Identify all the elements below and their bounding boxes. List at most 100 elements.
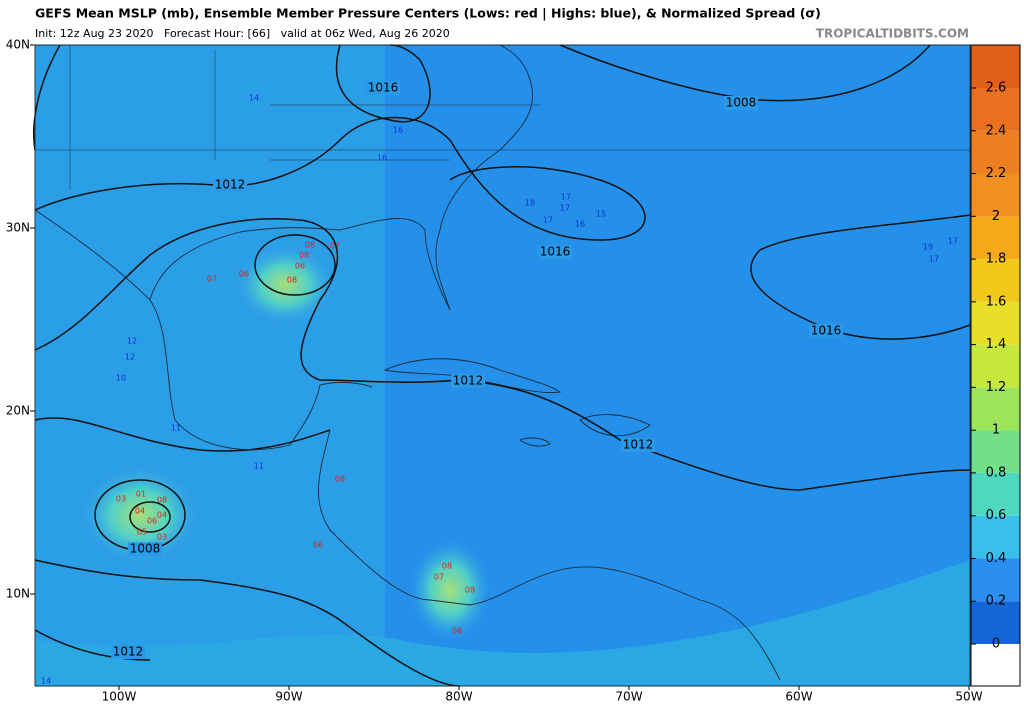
island bbox=[383, 358, 651, 447]
high-center: 14 bbox=[41, 677, 51, 686]
spread-maximum bbox=[80, 465, 200, 565]
low-center: 08 bbox=[299, 251, 309, 260]
low-center: 06 bbox=[239, 270, 249, 279]
colorbar-bin bbox=[971, 387, 1020, 431]
low-center: 06 bbox=[295, 262, 305, 271]
high-center: 19 bbox=[923, 243, 933, 252]
colorbar-tick-label: 0 bbox=[992, 637, 1000, 652]
colorbar-bin bbox=[971, 601, 1020, 644]
border bbox=[35, 45, 970, 190]
isobar-label-bg bbox=[621, 438, 655, 452]
low-center: 04 bbox=[135, 507, 145, 516]
title: GEFS Mean MSLP (mb), Ensemble Member Pre… bbox=[35, 6, 821, 21]
high-center: 11 bbox=[171, 424, 181, 433]
colorbar-tick-label: 1.4 bbox=[986, 337, 1007, 352]
colorbar-tick-label: 0.4 bbox=[986, 551, 1007, 566]
low-center: 08 bbox=[442, 562, 452, 571]
colorbar-bin bbox=[971, 644, 1020, 686]
high-center: 16 bbox=[377, 154, 387, 163]
low-center: 03 bbox=[116, 495, 126, 504]
isobar-label: 1016 bbox=[540, 245, 571, 259]
lon-label: 50W bbox=[955, 690, 982, 704]
isobar-label: 1012 bbox=[623, 438, 654, 452]
high-center: 16 bbox=[393, 126, 403, 135]
colorbar-tick-label: 2.4 bbox=[986, 123, 1007, 138]
high-center: 15 bbox=[596, 210, 606, 219]
colorbar-tick-label: 2 bbox=[992, 209, 1000, 224]
low-center: 08 bbox=[305, 241, 315, 250]
colorbar-bin bbox=[971, 344, 1020, 388]
spread-field bbox=[35, 45, 385, 686]
colorbar-bin bbox=[971, 430, 1020, 473]
high-center: 12 bbox=[125, 353, 135, 362]
low-center: 05 bbox=[137, 528, 147, 537]
high-center: 17 bbox=[948, 237, 958, 246]
low-center: 03 bbox=[157, 533, 167, 542]
low-center: 08 bbox=[157, 496, 167, 505]
colorbar-tick-label: 0.8 bbox=[986, 465, 1007, 480]
low-center: 08 bbox=[335, 475, 345, 484]
lon-label: 80W bbox=[445, 690, 472, 704]
source: TROPICALTIDBITS.COM bbox=[816, 27, 969, 41]
lon-label: 60W bbox=[785, 690, 812, 704]
lon-label: 100W bbox=[102, 690, 137, 704]
low-center: 04 bbox=[157, 511, 167, 520]
colorbar-bin bbox=[971, 558, 1020, 602]
isobar-label-bg bbox=[538, 245, 572, 259]
spread-maximum bbox=[410, 540, 490, 640]
high-center: 11 bbox=[254, 462, 264, 471]
colorbar-bin bbox=[971, 173, 1020, 217]
low-center: 06 bbox=[313, 541, 323, 550]
low-center: 07 bbox=[330, 242, 340, 251]
isobar-label-bg bbox=[451, 374, 485, 388]
spread-field bbox=[35, 560, 970, 686]
colorbar-tick-label: 2.6 bbox=[986, 81, 1007, 96]
low-center: 07 bbox=[434, 573, 444, 582]
colorbar-frame bbox=[970, 44, 1021, 687]
colorbar-tick-label: 1.6 bbox=[986, 294, 1007, 309]
high-center: 10 bbox=[116, 374, 126, 383]
low-center: 01 bbox=[136, 490, 146, 499]
colorbar-bin bbox=[971, 301, 1020, 345]
colorbar-tick-label: 1 bbox=[992, 423, 1000, 438]
isobar-label-bg bbox=[809, 324, 843, 338]
high-center: 17 bbox=[561, 193, 571, 202]
high-center: 12 bbox=[127, 337, 137, 346]
lat-label: 40N bbox=[6, 38, 30, 52]
colorbar: 0 0.2 0.4 0.6 0.8 1 1.2 1.4 1.6 1.8 2 2.2 2.4 2.6 bbox=[970, 44, 1021, 687]
colorbar-tick-label: 0.2 bbox=[986, 594, 1007, 609]
colorbar-bin bbox=[971, 216, 1020, 260]
isobar-label: 1016 bbox=[368, 81, 399, 95]
colorbar-tick-label: 1.2 bbox=[986, 380, 1007, 395]
high-center: 17 bbox=[560, 204, 570, 213]
lon-label: 70W bbox=[615, 690, 642, 704]
high-center: 18 bbox=[525, 199, 535, 208]
isobar-label: 1008 bbox=[130, 542, 161, 556]
low-center: 08 bbox=[465, 586, 475, 595]
isobar-label-bg bbox=[366, 81, 400, 95]
isobar-label-bg bbox=[213, 178, 247, 192]
isobar-label: 1012 bbox=[215, 178, 246, 192]
map-area bbox=[32, 44, 971, 687]
colorbar-bin bbox=[971, 88, 1020, 131]
low-center: 08 bbox=[287, 276, 297, 285]
isobar-label-bg bbox=[724, 96, 758, 110]
high-center: 14 bbox=[249, 94, 259, 103]
isobar-label: 1012 bbox=[453, 374, 484, 388]
subtitle: Init: 12z Aug 23 2020 Forecast Hour: [66… bbox=[35, 27, 450, 40]
colorbar-bin bbox=[971, 45, 1020, 88]
coastline bbox=[34, 44, 781, 681]
low-center: 06 bbox=[147, 517, 157, 526]
lat-label: 30N bbox=[6, 221, 30, 235]
isobar-label: 1012 bbox=[113, 645, 144, 659]
colorbar-tick-label: 1.8 bbox=[986, 252, 1007, 267]
isobar-label-bg bbox=[111, 645, 145, 659]
colorbar-bin bbox=[971, 130, 1020, 174]
isobar-label: 1008 bbox=[726, 96, 757, 110]
lat-label: 10N bbox=[6, 587, 30, 601]
lon-label: 90W bbox=[275, 690, 302, 704]
lat-label: 20N bbox=[6, 404, 30, 418]
colorbar-bin bbox=[971, 472, 1020, 516]
high-center: 16 bbox=[575, 220, 585, 229]
